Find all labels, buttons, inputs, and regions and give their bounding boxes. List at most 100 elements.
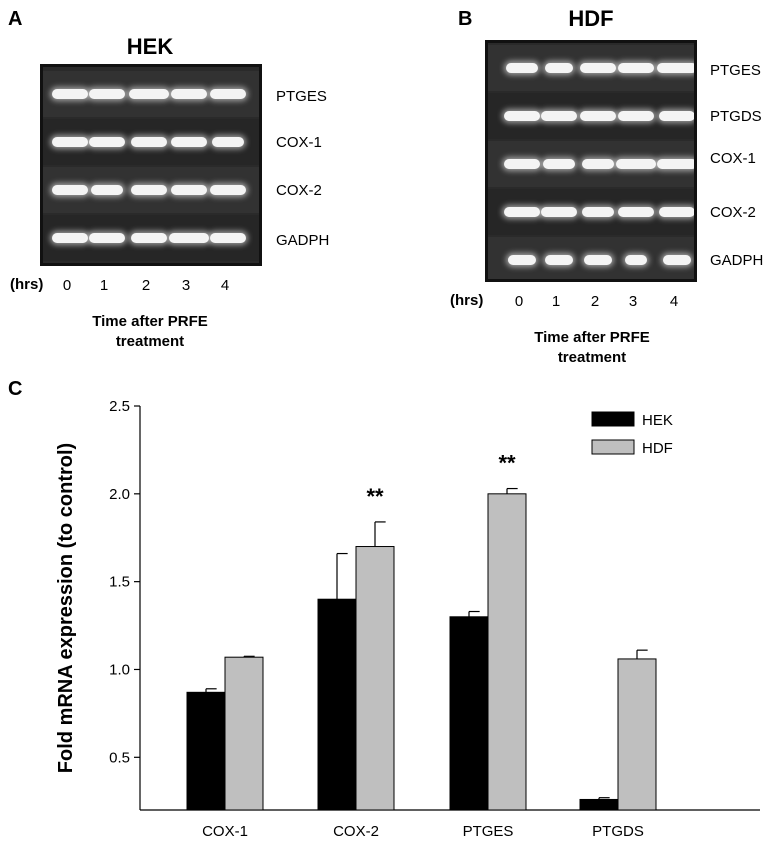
gel-band	[581, 207, 615, 217]
x-tick-label: COX-1	[202, 823, 248, 840]
lane-label: 0	[62, 277, 72, 294]
gel-band	[544, 63, 574, 73]
gel-band	[131, 185, 167, 195]
legend-label-hdf: HDF	[642, 440, 673, 457]
gel-band	[581, 159, 615, 169]
lane-label: 4	[669, 293, 679, 310]
gel-band	[541, 111, 577, 121]
gel-row-ptgds	[488, 93, 694, 139]
gel-band	[52, 89, 88, 99]
gel-band	[657, 63, 694, 73]
gel-band	[583, 255, 613, 265]
lane-label: 3	[181, 277, 191, 294]
significance-marker: **	[498, 451, 516, 476]
bar-hdf-ptgds	[617, 658, 657, 811]
gel-band	[662, 255, 692, 265]
gel-band	[504, 159, 540, 169]
gel-band	[544, 255, 574, 265]
gel-band	[618, 63, 654, 73]
panel-c-letter: C	[8, 378, 23, 400]
gel-image-hek	[40, 64, 262, 266]
gel-band	[131, 233, 167, 243]
panel-b-hrs-label: (hrs)	[450, 292, 484, 309]
gel-row-cox-1	[488, 141, 694, 187]
gene-label-ptges: PTGES	[710, 62, 761, 79]
gene-label-ptges: PTGES	[276, 88, 327, 105]
gel-band	[52, 233, 88, 243]
y-tick-label: 0.5	[109, 749, 130, 766]
gel-band	[89, 233, 125, 243]
gel-band	[131, 137, 167, 147]
lane-label: 0	[514, 293, 524, 310]
lane-label: 4	[220, 277, 230, 294]
gel-band	[618, 111, 654, 121]
gene-label-cox-1: COX-1	[710, 150, 756, 167]
gel-band	[129, 89, 169, 99]
gel-band	[210, 185, 246, 195]
lane-label: 2	[590, 293, 600, 310]
panel-a-title: HEK	[126, 34, 174, 59]
gel-band	[580, 111, 616, 121]
gel-band	[90, 185, 124, 195]
panel-a-hrs-label: (hrs)	[10, 276, 44, 293]
x-tick-label: PTGDS	[592, 823, 644, 840]
panel-b-caption: Time after PRFE treatment	[492, 328, 692, 368]
gel-row-ptges	[488, 45, 694, 91]
legend-swatch-hek	[591, 411, 635, 427]
y-axis-label: Fold mRNA expression (to control)	[55, 443, 77, 773]
lane-label: 3	[628, 293, 638, 310]
gel-band	[52, 137, 88, 147]
panel-b-title: HDF	[568, 6, 614, 31]
gel-row-cox-2	[488, 189, 694, 235]
y-tick-label: 2.5	[109, 398, 130, 415]
panel-b-letter: B	[458, 8, 473, 30]
legend-swatch-hdf	[591, 439, 635, 455]
y-tick-label: 2.0	[109, 486, 130, 503]
gel-row-cox-2	[43, 167, 259, 213]
gel-row-gadph	[43, 215, 259, 261]
gene-label-gadph: GADPH	[710, 252, 764, 269]
bar-chart: 0.5 1.0 1.5 2.0 2.5 Fold mRNA expression (to …	[55, 398, 760, 840]
gel-row-ptges	[43, 71, 259, 117]
bar-hdf-cox-1	[224, 656, 264, 811]
panel-a-caption: Time after PRFE treatment	[50, 312, 250, 352]
gel-band	[169, 233, 209, 243]
bar-hek-ptgds	[579, 798, 619, 811]
y-tick-label: 1.0	[109, 661, 130, 678]
gel-image-hdf	[485, 40, 697, 282]
gel-band	[659, 207, 694, 217]
gel-band	[171, 137, 207, 147]
gel-band	[659, 111, 694, 121]
gel-band	[504, 111, 540, 121]
gel-band	[542, 159, 576, 169]
significance-marker: **	[366, 484, 384, 509]
x-tick-label: PTGES	[463, 823, 514, 840]
gel-band	[52, 185, 88, 195]
panel-a-caption-line2: treatment	[115, 333, 185, 350]
bar-hek-cox-2	[317, 598, 357, 811]
gel-band	[210, 233, 246, 243]
gel-band	[504, 207, 540, 217]
x-tick-label: COX-2	[333, 823, 379, 840]
y-tick-label: 1.5	[109, 574, 130, 591]
gel-band	[541, 207, 577, 217]
gel-band	[211, 137, 245, 147]
gel-band	[616, 159, 656, 169]
gel-band	[171, 185, 207, 195]
bar-hek-cox-1	[186, 691, 226, 811]
gene-label-ptgds: PTGDS	[710, 108, 762, 125]
gel-band	[507, 255, 537, 265]
gel-band	[625, 255, 647, 265]
bar-hek-ptges	[449, 616, 489, 811]
gel-row-cox-1	[43, 119, 259, 165]
gel-band	[171, 89, 207, 99]
gel-band	[618, 207, 654, 217]
gene-label-gadph: GADPH	[276, 232, 330, 249]
legend-label-hek: HEK	[642, 412, 673, 429]
bar-hdf-cox-2	[355, 546, 395, 811]
bar-hdf-ptges	[487, 493, 527, 811]
gel-band	[89, 137, 125, 147]
gel-band	[580, 63, 616, 73]
panel-b-caption-line1: Time after PRFE	[534, 329, 650, 346]
lane-label: 2	[141, 277, 151, 294]
